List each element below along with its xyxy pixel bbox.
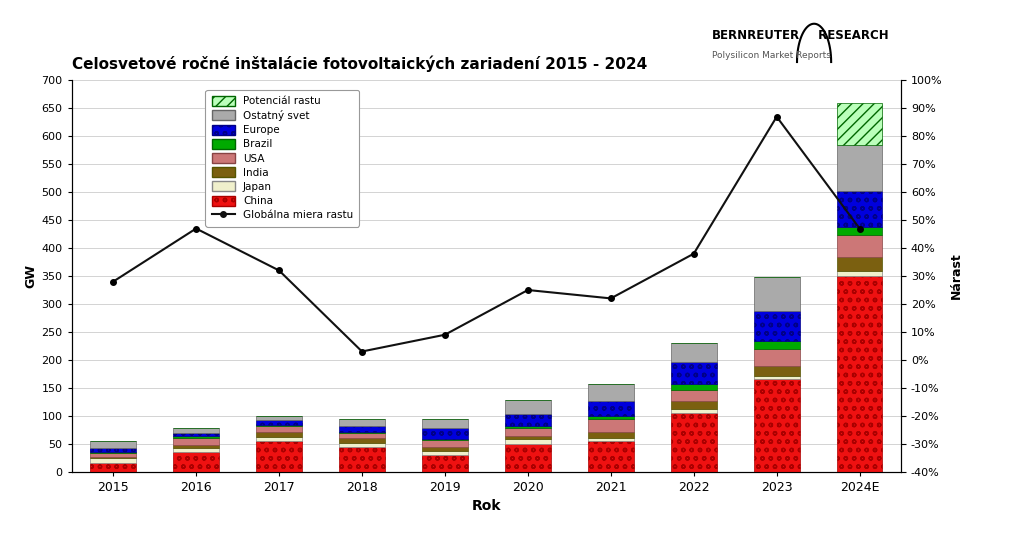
Bar: [754, 379, 800, 472]
Bar: [256, 416, 302, 420]
Bar: [173, 448, 219, 452]
Bar: [671, 413, 717, 472]
Globálna miera rastu: [771, 114, 783, 120]
Bar: [339, 419, 385, 427]
Bar: [588, 441, 634, 472]
Bar: [339, 427, 385, 432]
Bar: [505, 428, 551, 436]
Bar: [173, 433, 219, 436]
Bar: [588, 384, 634, 401]
Bar: [588, 416, 634, 419]
Bar: [837, 227, 883, 235]
Bar: [837, 276, 883, 472]
Bar: [256, 432, 302, 437]
X-axis label: Rok: Rok: [472, 499, 501, 513]
Bar: [173, 437, 219, 445]
Bar: [256, 441, 302, 472]
Bar: [173, 445, 219, 448]
Bar: [422, 428, 468, 438]
Text: Polysilicon Market Reports: Polysilicon Market Reports: [712, 51, 830, 60]
Bar: [837, 235, 883, 257]
Bar: [671, 390, 717, 401]
Bar: [754, 341, 800, 349]
Bar: [588, 437, 634, 441]
Bar: [837, 271, 883, 276]
Y-axis label: GW: GW: [25, 264, 37, 288]
Bar: [837, 190, 883, 227]
Bar: [422, 438, 468, 440]
Globálna miera rastu: [273, 267, 286, 274]
Bar: [837, 103, 883, 145]
Bar: [837, 145, 883, 190]
Bar: [754, 311, 800, 341]
Bar: [90, 448, 136, 452]
Bar: [671, 343, 717, 362]
Bar: [754, 366, 800, 376]
Bar: [339, 443, 385, 446]
Bar: [90, 463, 136, 472]
Bar: [422, 447, 468, 451]
Y-axis label: Nárast: Nárast: [949, 252, 963, 300]
Bar: [422, 419, 468, 428]
Bar: [505, 444, 551, 472]
Text: Celosvetové ročné inštalácie fotovoltaických zariadení 2015 - 2024: Celosvetové ročné inštalácie fotovoltaic…: [72, 56, 647, 72]
Globálna miera rastu: [108, 278, 120, 285]
Globálna miera rastu: [439, 331, 452, 338]
Bar: [173, 452, 219, 472]
Bar: [422, 451, 468, 455]
Bar: [256, 420, 302, 425]
Bar: [90, 458, 136, 463]
Globálna miera rastu: [522, 287, 535, 293]
Legend: Potenciál rastu, Ostatný svet, Europe, Brazil, USA, India, Japan, China, Globáln: Potenciál rastu, Ostatný svet, Europe, B…: [206, 90, 359, 227]
Bar: [339, 433, 385, 438]
Text: BERNREUTER: BERNREUTER: [712, 29, 800, 42]
Bar: [754, 376, 800, 379]
Bar: [671, 384, 717, 390]
Bar: [505, 440, 551, 444]
Bar: [505, 427, 551, 428]
Bar: [173, 436, 219, 437]
Bar: [256, 437, 302, 441]
Bar: [90, 457, 136, 458]
Bar: [505, 414, 551, 427]
Bar: [588, 401, 634, 416]
Bar: [671, 362, 717, 384]
Globálna miera rastu: [356, 348, 369, 355]
Bar: [173, 428, 219, 433]
Globálna miera rastu: [190, 225, 203, 232]
Bar: [90, 452, 136, 453]
Bar: [90, 453, 136, 457]
Bar: [339, 432, 385, 433]
Bar: [754, 277, 800, 311]
Bar: [671, 401, 717, 409]
Bar: [505, 436, 551, 440]
Bar: [339, 446, 385, 472]
Bar: [422, 440, 468, 447]
Globálna miera rastu: [688, 250, 700, 257]
Bar: [837, 257, 883, 271]
Globálna miera rastu: [854, 225, 866, 232]
Bar: [588, 419, 634, 432]
Bar: [339, 438, 385, 443]
Globálna miera rastu: [605, 295, 617, 302]
Bar: [422, 455, 468, 472]
Bar: [256, 425, 302, 427]
Bar: [754, 349, 800, 366]
Bar: [256, 427, 302, 432]
Line: Globálna miera rastu: Globálna miera rastu: [111, 114, 862, 354]
Bar: [90, 441, 136, 448]
Bar: [671, 409, 717, 413]
Text: RESEARCH: RESEARCH: [814, 29, 889, 42]
Bar: [588, 432, 634, 437]
Bar: [505, 399, 551, 414]
